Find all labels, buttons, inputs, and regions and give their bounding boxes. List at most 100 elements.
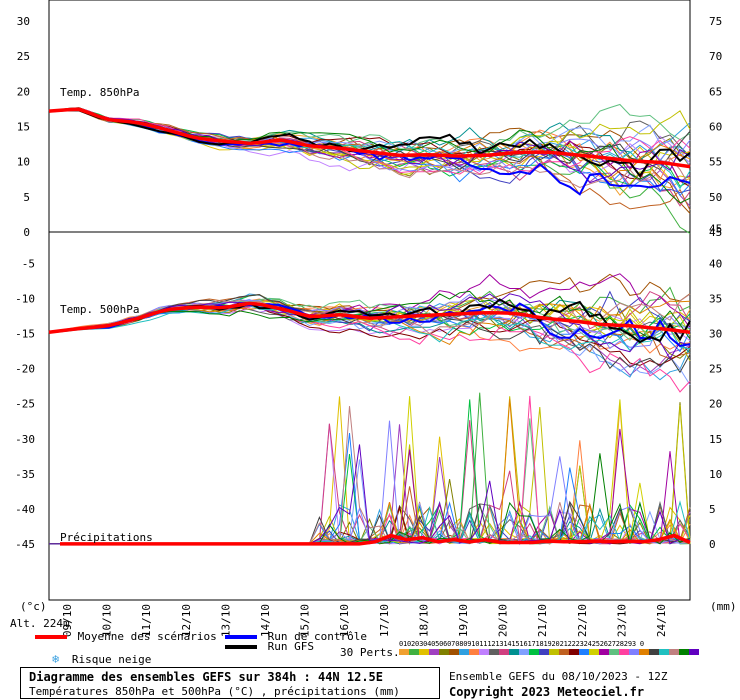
y-tick-left-upper: 15	[17, 121, 30, 134]
y-tick-left-upper: 5	[23, 191, 30, 204]
pert-swatch	[669, 649, 679, 655]
y-tick-left-upper: 30	[17, 15, 30, 28]
y-tick-right-lower: 20	[709, 398, 722, 411]
y-tick-right-lower: 10	[709, 468, 722, 481]
y-tick-right-upper: 50	[709, 191, 722, 204]
pert-swatch	[689, 649, 699, 655]
y-tick-left-lower: -5	[22, 258, 35, 271]
legend-snow-label: Risque neige	[71, 653, 152, 666]
pert-numbers: 0102030405060708091011121314151617181920…	[399, 640, 644, 648]
pert-swatch	[499, 649, 509, 655]
pert-swatch	[519, 649, 529, 655]
precip-label: Précipitations	[60, 531, 153, 544]
pert-line-850	[48, 109, 691, 167]
y-tick-right-lower: 40	[709, 258, 722, 271]
x-tick-label: 11/10	[140, 604, 153, 637]
y-tick-right-upper: 75	[709, 15, 722, 28]
x-tick-label: 18/10	[417, 604, 430, 637]
panel-label-850: Temp. 850hPa	[60, 86, 139, 99]
legend-perts: 30 Perts.	[340, 646, 400, 659]
x-tick-label: 24/10	[655, 604, 668, 637]
x-tick-label: 14/10	[259, 604, 272, 637]
footer-subtitle: Températures 850hPa et 500hPa (°C) , pré…	[29, 685, 400, 698]
left-unit-label: (°c)	[20, 600, 47, 613]
mean-line-500	[48, 301, 691, 334]
y-tick-right-lower: 15	[709, 433, 722, 446]
pert-swatch	[639, 649, 649, 655]
legend-control-label: Run de contrôle	[267, 630, 367, 643]
pert-swatch	[629, 649, 639, 655]
y-tick-left-lower: -15	[15, 328, 35, 341]
run-info: Ensemble GEFS du 08/10/2023 - 12Z	[449, 670, 668, 683]
y-tick-left-lower: -30	[15, 433, 35, 446]
pert-swatch	[649, 649, 659, 655]
y-tick-right-lower: 30	[709, 328, 722, 341]
y-tick-right-lower: 35	[709, 293, 722, 306]
y-tick-left-lower: -40	[15, 503, 35, 516]
y-tick-left-lower: -20	[15, 363, 35, 376]
legend-control-swatch	[225, 635, 257, 639]
legend-mean-swatch	[35, 635, 67, 639]
y-tick-right-lower: 0	[709, 538, 716, 551]
legend-control: Run de contrôle	[225, 630, 367, 643]
y-tick-left-lower: -25	[15, 398, 35, 411]
y-tick-left-upper: 0	[23, 226, 30, 239]
tick-labels: 09/10 10/10 11/10 12/10 13/10 14/10 15/10 16/10…	[15, 15, 722, 637]
pert-swatch	[399, 649, 409, 655]
pert-swatch	[469, 649, 479, 655]
pert-swatch	[479, 649, 489, 655]
y-tick-left-upper: 20	[17, 85, 30, 98]
pert-swatch	[679, 649, 689, 655]
y-tick-right-upper: 65	[709, 85, 722, 98]
panel-label-500: Temp. 500hPa	[60, 303, 139, 316]
footer-title: Diagramme des ensembles GEFS sur 384h : …	[29, 670, 384, 684]
y-tick-right-upper: 45	[709, 226, 722, 239]
footer-box: Diagramme des ensembles GEFS sur 384h : …	[20, 667, 440, 699]
pert-swatch	[619, 649, 629, 655]
pert-color-swatches	[399, 649, 699, 656]
gfs-line-850	[48, 109, 691, 178]
snowflake-icon: ❄	[52, 652, 60, 666]
pert-swatch	[599, 649, 609, 655]
y-tick-right-lower: 5	[709, 503, 716, 516]
x-tick-label: 23/10	[615, 604, 628, 637]
legend-snow: ❄ Risque neige	[52, 652, 151, 666]
main-series	[48, 107, 691, 546]
legend-mean: Moyenne des scénarios	[35, 630, 217, 643]
pert-swatch	[489, 649, 499, 655]
pert-swatch	[589, 649, 599, 655]
x-tick-label: 13/10	[219, 604, 232, 637]
pert-swatch	[529, 649, 539, 655]
axes	[48, 0, 691, 601]
pert-swatch	[429, 649, 439, 655]
x-tick-label: 16/10	[338, 604, 351, 637]
legend-gfs-label: Run GFS	[267, 640, 314, 653]
upper-panel-frame	[48, 0, 691, 233]
pert-swatch	[609, 649, 619, 655]
pert-swatch	[509, 649, 519, 655]
pert-swatch	[539, 649, 549, 655]
x-tick-label: 20/10	[497, 604, 510, 637]
copyright: Copyright 2023 Meteociel.fr	[449, 685, 645, 699]
pert-swatch	[569, 649, 579, 655]
y-tick-left-lower: -45	[15, 538, 35, 551]
y-tick-left-upper: 10	[17, 156, 30, 169]
pert-swatch	[659, 649, 669, 655]
x-tick-label: 09/10	[61, 604, 74, 637]
y-tick-right-lower: 45	[709, 222, 722, 235]
y-tick-left-lower: -10	[15, 293, 35, 306]
x-tick-label: 15/10	[299, 604, 312, 637]
y-tick-left-upper: 25	[17, 50, 30, 63]
mean-line-precip	[60, 533, 691, 546]
pert-swatch	[459, 649, 469, 655]
x-tick-label: 10/10	[101, 604, 114, 637]
pert-line-500	[48, 298, 691, 354]
altitude-label: Alt. 224m	[10, 617, 70, 630]
legend-mean-label: Moyenne des scénarios	[77, 630, 217, 643]
y-tick-right-lower: 25	[709, 363, 722, 376]
pert-swatch	[549, 649, 559, 655]
y-tick-right-upper: 55	[709, 156, 722, 169]
right-unit-label: (mm)	[710, 600, 737, 613]
legend-gfs: Run GFS	[225, 640, 314, 653]
